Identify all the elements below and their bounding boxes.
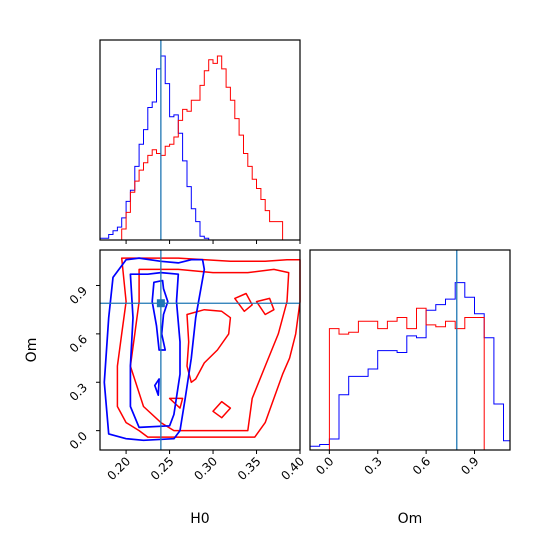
- contour-red-3: [234, 292, 253, 313]
- om-hist-red-series: [310, 307, 510, 451]
- contour-red-2: [186, 308, 232, 384]
- h0-xtick-label-2: 0.30: [191, 454, 220, 483]
- om-ytick-label-2: 0.6: [67, 332, 90, 355]
- om-xtick-label-3: 0.9: [458, 454, 481, 477]
- contour-frame: [99, 249, 301, 451]
- contour-red-0: [116, 257, 301, 438]
- h0-xtick-label-1: 0.25: [148, 454, 177, 483]
- contour-red-1: [129, 268, 290, 432]
- om-ytick-label-3: 0.9: [67, 284, 90, 307]
- h0-hist-red-series: [100, 55, 300, 241]
- contour-red-4: [255, 297, 275, 316]
- contour-blue-3: [153, 378, 160, 397]
- h0-hist-frame: [99, 39, 301, 241]
- h0-histogram-panel: [99, 39, 301, 244]
- om-hist-blue-series: [310, 282, 510, 447]
- om-histogram-panel: 0.0 0.3 0.6 0.9: [309, 249, 511, 478]
- h0-xtick-label-4: 0.40: [278, 454, 307, 483]
- y-axis-label-om: Om: [24, 338, 40, 363]
- om-ytick-label-1: 0.3: [67, 380, 90, 403]
- contour-blue-0: [103, 257, 206, 442]
- x-axis-label-om: Om: [398, 511, 423, 527]
- contour-blue-1: [129, 271, 181, 429]
- contour-red-5: [212, 400, 232, 419]
- om-xtick-label-1: 0.3: [361, 454, 384, 477]
- contour-blue-2: [151, 279, 169, 351]
- om-ytick-label-0: 0.0: [67, 429, 90, 452]
- om-xtick-label-2: 0.6: [410, 454, 433, 477]
- h0-xtick-label-0: 0.20: [104, 454, 133, 483]
- om-hist-frame: [309, 249, 511, 451]
- om-xtick-label-0: 0.0: [313, 454, 336, 477]
- h0-xtick-label-3: 0.35: [235, 454, 264, 483]
- truth-marker: [156, 299, 165, 308]
- x-axis-label-h0: H0: [190, 511, 209, 527]
- h0-om-contour-panel: 0.20 0.25 0.30 0.35 0.40 0.0 0.3 0.6 0.9: [67, 249, 307, 483]
